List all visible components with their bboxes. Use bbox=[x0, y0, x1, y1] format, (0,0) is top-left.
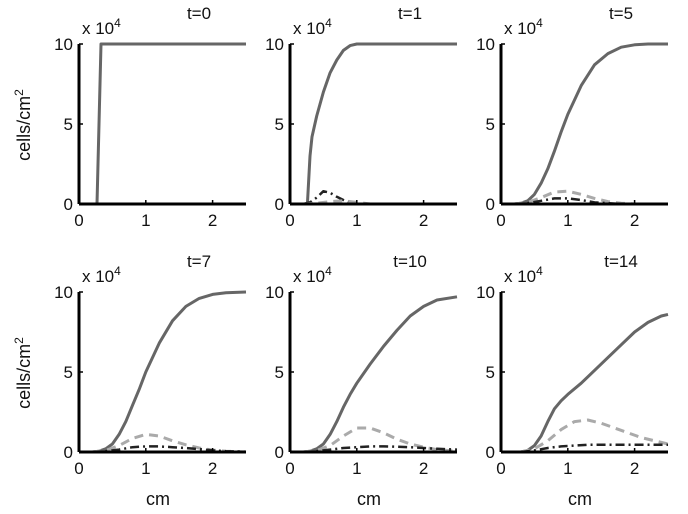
series-line-dashed bbox=[520, 418, 669, 454]
x-tick-label: 1 bbox=[352, 211, 361, 230]
y-tick-label: 5 bbox=[275, 363, 284, 382]
axis-multiplier: x 104 bbox=[504, 16, 543, 38]
x-tick-label: 0 bbox=[496, 459, 505, 478]
y-tick-label: 5 bbox=[64, 363, 73, 382]
y-tick-label: 10 bbox=[265, 35, 284, 54]
series-line-dashed bbox=[514, 189, 668, 206]
series-line-dashdot bbox=[303, 445, 458, 454]
axis-multiplier: x 104 bbox=[293, 16, 332, 38]
y-tick-label: 0 bbox=[275, 443, 284, 462]
y-tick-label: 0 bbox=[486, 195, 495, 214]
x-tick-label: 2 bbox=[208, 459, 217, 478]
y-tick-label: 10 bbox=[476, 35, 495, 54]
y-tick-label: 0 bbox=[275, 195, 284, 214]
x-tick-label: 0 bbox=[496, 211, 505, 230]
series-line-solid bbox=[303, 295, 458, 454]
y-tick-label: 0 bbox=[64, 443, 73, 462]
panel-3: 0 5 10 0 1 2 t=5 x 104 bbox=[476, 4, 668, 230]
ylabel-top: cells/cm2 bbox=[12, 89, 34, 161]
axis-multiplier: x 104 bbox=[82, 16, 121, 38]
series-line-dashed bbox=[303, 426, 458, 454]
panel-title: t=1 bbox=[398, 4, 422, 23]
panel-title: t=7 bbox=[187, 252, 211, 271]
x-tick-label: 2 bbox=[419, 459, 428, 478]
x-tick-label: 2 bbox=[630, 459, 639, 478]
x-tick-label: 1 bbox=[563, 211, 572, 230]
series-line-solid bbox=[92, 290, 247, 454]
x-tick-label: 1 bbox=[141, 459, 150, 478]
axis-multiplier: x 104 bbox=[82, 264, 121, 286]
series-line-solid bbox=[520, 312, 669, 454]
series-line-solid bbox=[514, 42, 668, 206]
y-tick-label: 5 bbox=[275, 115, 284, 134]
ylabel-bottom: cells/cm2 bbox=[12, 337, 34, 409]
x-tick-label: 2 bbox=[419, 211, 428, 230]
x-tick-label: 1 bbox=[141, 211, 150, 230]
x-tick-label: 2 bbox=[208, 211, 217, 230]
panel-6: 0 5 10 0 1 2 t=14 x 104 bbox=[476, 252, 669, 478]
x-tick-label: 1 bbox=[563, 459, 572, 478]
y-tick-label: 5 bbox=[486, 115, 495, 134]
series-line-dashdot bbox=[520, 443, 668, 454]
xlabel-middle: cm bbox=[357, 489, 381, 509]
x-tick-label: 0 bbox=[74, 211, 83, 230]
x-tick-label: 2 bbox=[630, 211, 639, 230]
panel-title: t=0 bbox=[187, 4, 211, 23]
xlabel-right: cm bbox=[568, 489, 592, 509]
y-tick-label: 5 bbox=[64, 115, 73, 134]
xlabel-left: cm bbox=[146, 489, 170, 509]
y-tick-label: 10 bbox=[265, 283, 284, 302]
x-tick-label: 0 bbox=[285, 211, 294, 230]
y-tick-label: 0 bbox=[486, 443, 495, 462]
y-tick-label: 10 bbox=[54, 35, 73, 54]
series-line-solid bbox=[92, 42, 246, 206]
panel-2: 0 5 10 0 1 2 t=1 x 104 bbox=[265, 4, 457, 230]
y-tick-label: 0 bbox=[64, 195, 73, 214]
y-tick-label: 10 bbox=[476, 283, 495, 302]
panel-title: t=14 bbox=[604, 252, 638, 271]
x-tick-label: 0 bbox=[285, 459, 294, 478]
panel-title: t=10 bbox=[393, 252, 427, 271]
panel-5: 0 5 10 0 1 2 t=10 x 104 bbox=[265, 252, 458, 478]
x-tick-label: 1 bbox=[352, 459, 361, 478]
x-tick-label: 0 bbox=[74, 459, 83, 478]
y-tick-label: 5 bbox=[486, 363, 495, 382]
series-line-solid bbox=[303, 42, 457, 206]
panel-1: 0 5 10 0 1 2 t=0 x 104 bbox=[54, 4, 246, 230]
y-tick-label: 10 bbox=[54, 283, 73, 302]
axis-multiplier: x 104 bbox=[293, 264, 332, 286]
panel-4: 0 5 10 0 1 2 t=7 x 104 bbox=[54, 252, 247, 478]
panel-title: t=5 bbox=[609, 4, 633, 23]
axis-multiplier: x 104 bbox=[504, 264, 543, 286]
